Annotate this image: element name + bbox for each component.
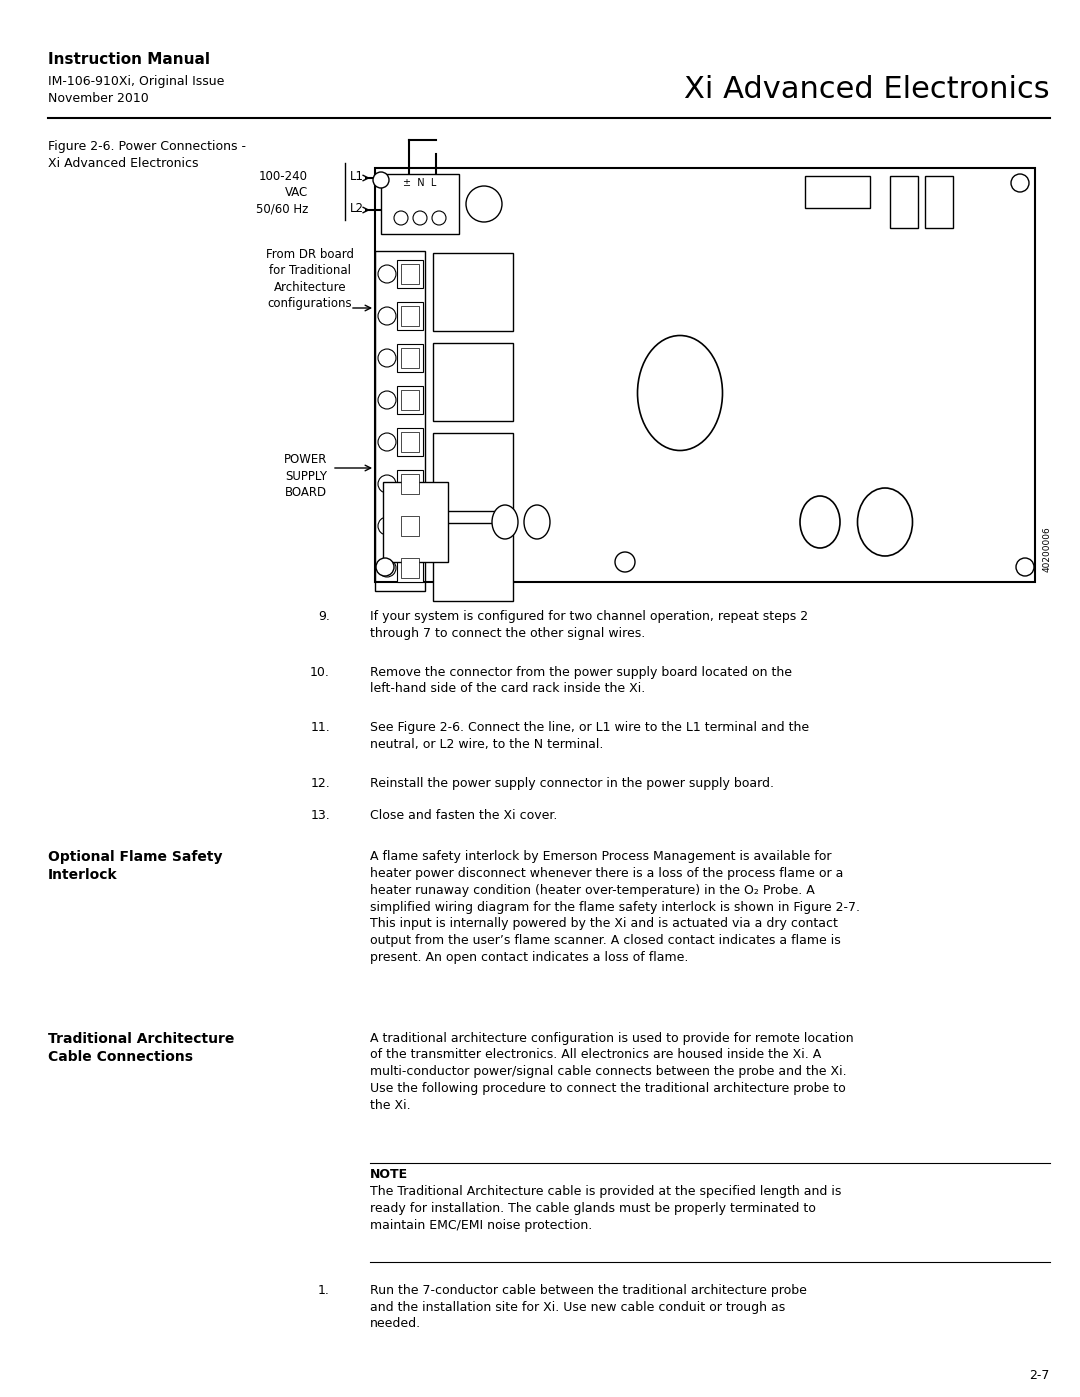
Bar xyxy=(433,253,513,331)
Text: Xi Advanced Electronics: Xi Advanced Electronics xyxy=(48,156,199,170)
Circle shape xyxy=(378,475,396,493)
Circle shape xyxy=(373,172,389,189)
Circle shape xyxy=(394,211,408,225)
Text: The Traditional Architecture cable is provided at the specified length and is
re: The Traditional Architecture cable is pr… xyxy=(370,1186,841,1232)
Bar xyxy=(401,348,419,367)
Bar xyxy=(397,427,423,455)
Bar xyxy=(401,557,419,578)
Circle shape xyxy=(378,517,396,535)
Bar xyxy=(890,176,918,228)
Text: VAC: VAC xyxy=(285,186,308,198)
Circle shape xyxy=(378,307,396,326)
Text: L2: L2 xyxy=(350,203,364,215)
Bar xyxy=(433,522,513,601)
Text: 2-7: 2-7 xyxy=(1029,1369,1050,1382)
Text: 9.: 9. xyxy=(319,610,330,623)
Text: Cable Connections: Cable Connections xyxy=(48,1049,193,1063)
Text: 100-240: 100-240 xyxy=(259,170,308,183)
Bar xyxy=(401,515,419,536)
Text: 12.: 12. xyxy=(310,777,330,789)
Bar xyxy=(401,306,419,326)
Ellipse shape xyxy=(858,488,913,556)
Text: November 2010: November 2010 xyxy=(48,92,149,105)
Ellipse shape xyxy=(800,496,840,548)
Text: A traditional architecture configuration is used to provide for remote location
: A traditional architecture configuration… xyxy=(370,1031,853,1112)
Text: ±  N  L: ± N L xyxy=(403,177,436,189)
Text: A flame safety interlock by Emerson Process Management is available for
heater p: A flame safety interlock by Emerson Proc… xyxy=(370,851,860,964)
Circle shape xyxy=(1016,557,1034,576)
Bar xyxy=(805,176,870,208)
Text: Interlock: Interlock xyxy=(48,868,118,882)
Text: If your system is configured for two channel operation, repeat steps 2
through 7: If your system is configured for two cha… xyxy=(370,610,808,640)
Bar xyxy=(924,176,953,228)
Bar xyxy=(401,264,419,284)
Text: 1.: 1. xyxy=(319,1284,330,1296)
Circle shape xyxy=(378,349,396,367)
Circle shape xyxy=(432,211,446,225)
Text: IM-106-910Xi, Original Issue: IM-106-910Xi, Original Issue xyxy=(48,75,225,88)
Circle shape xyxy=(413,211,427,225)
Ellipse shape xyxy=(637,335,723,450)
Circle shape xyxy=(378,265,396,284)
Text: 11.: 11. xyxy=(310,721,330,733)
Text: L1: L1 xyxy=(350,170,364,183)
Bar xyxy=(397,386,423,414)
Circle shape xyxy=(378,391,396,409)
Text: See Figure 2-6. Connect the line, or L1 wire to the L1 terminal and the
neutral,: See Figure 2-6. Connect the line, or L1 … xyxy=(370,721,809,750)
Bar xyxy=(401,432,419,453)
Text: From DR board
for Traditional
Architecture
configurations: From DR board for Traditional Architectu… xyxy=(266,249,354,310)
Bar xyxy=(397,469,423,497)
Circle shape xyxy=(1011,175,1029,191)
Bar xyxy=(397,511,423,541)
Bar xyxy=(401,474,419,495)
Text: Xi Advanced Electronics: Xi Advanced Electronics xyxy=(685,75,1050,103)
Circle shape xyxy=(615,552,635,571)
Circle shape xyxy=(378,433,396,451)
Text: Remove the connector from the power supply board located on the
left-hand side o: Remove the connector from the power supp… xyxy=(370,665,792,696)
Text: Reinstall the power supply connector in the power supply board.: Reinstall the power supply connector in … xyxy=(370,777,774,789)
Text: 40200006: 40200006 xyxy=(1043,527,1052,571)
Bar xyxy=(375,168,1035,583)
Ellipse shape xyxy=(492,504,518,539)
Text: Figure 2-6. Power Connections -: Figure 2-6. Power Connections - xyxy=(48,140,246,154)
Text: POWER
SUPPLY
BOARD: POWER SUPPLY BOARD xyxy=(284,453,327,499)
Bar xyxy=(433,433,513,511)
Circle shape xyxy=(376,557,394,576)
Text: 10.: 10. xyxy=(310,665,330,679)
Text: Instruction Manual: Instruction Manual xyxy=(48,52,210,67)
Text: 13.: 13. xyxy=(310,809,330,823)
Bar xyxy=(397,302,423,330)
Ellipse shape xyxy=(524,504,550,539)
Bar xyxy=(397,344,423,372)
Bar xyxy=(401,390,419,409)
Bar xyxy=(433,344,513,420)
Bar xyxy=(397,555,423,583)
Bar xyxy=(375,251,426,591)
Text: Close and fasten the Xi cover.: Close and fasten the Xi cover. xyxy=(370,809,557,823)
Circle shape xyxy=(378,559,396,577)
Bar xyxy=(381,175,459,235)
Text: Optional Flame Safety: Optional Flame Safety xyxy=(48,851,222,865)
Text: Traditional Architecture: Traditional Architecture xyxy=(48,1031,234,1045)
Bar xyxy=(383,482,448,562)
Text: 50/60 Hz: 50/60 Hz xyxy=(256,203,308,215)
Circle shape xyxy=(465,186,502,222)
Bar xyxy=(397,260,423,288)
Text: Run the 7-conductor cable between the traditional architecture probe
and the ins: Run the 7-conductor cable between the tr… xyxy=(370,1284,807,1330)
Text: NOTE: NOTE xyxy=(370,1168,408,1182)
